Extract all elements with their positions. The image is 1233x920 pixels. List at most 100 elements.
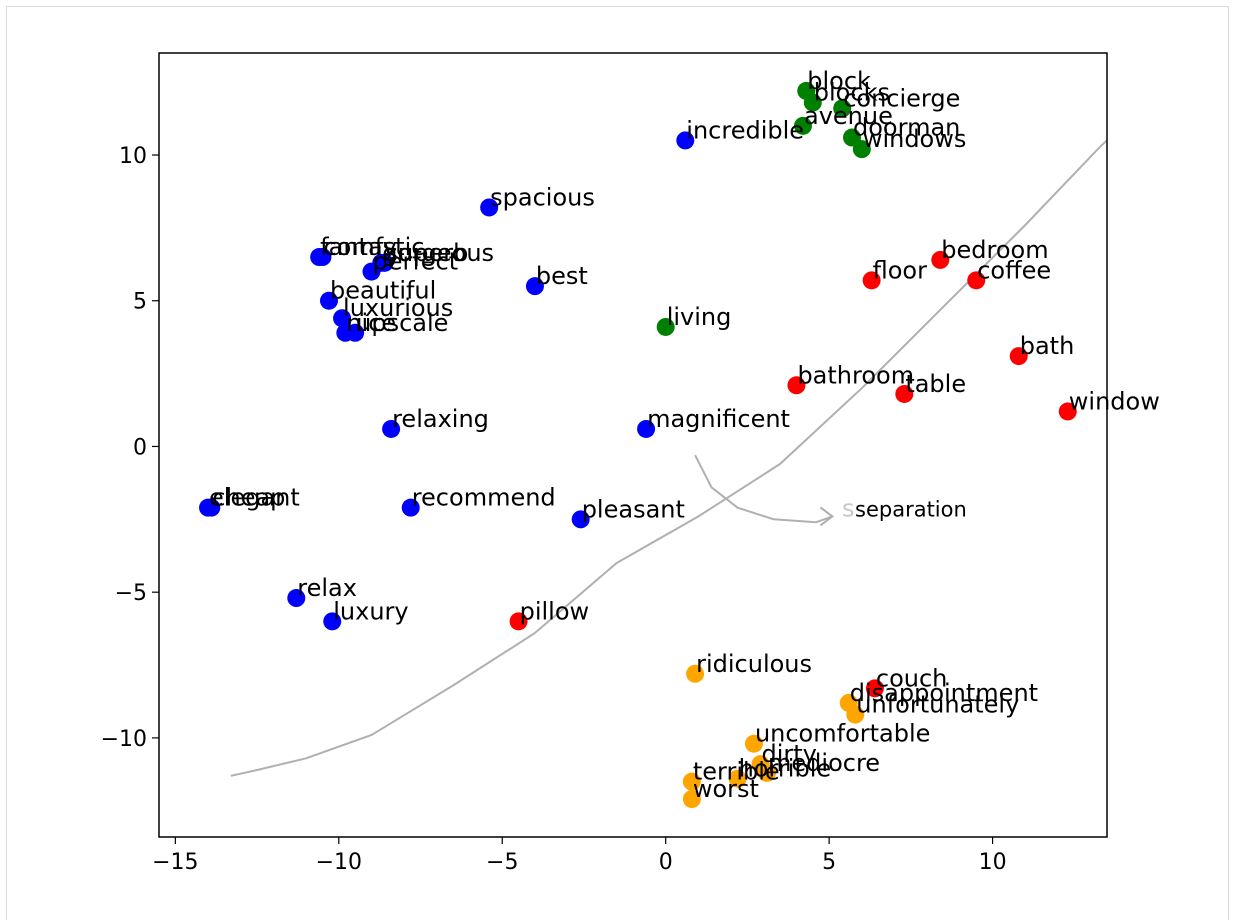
point-table bbox=[895, 384, 914, 403]
point-pillow bbox=[509, 612, 528, 631]
point-label-disappointment: disappointment bbox=[850, 679, 1038, 707]
figure-frame bbox=[6, 6, 1229, 920]
point-label-relaxing: relaxing bbox=[392, 405, 489, 433]
y-tick-label: 10 bbox=[119, 144, 147, 169]
point-pleasant bbox=[571, 510, 590, 529]
point-label-best: best bbox=[536, 262, 588, 290]
point-label-doorman: doorman bbox=[853, 114, 960, 142]
point-luxurious bbox=[333, 309, 352, 328]
points-layer bbox=[199, 81, 1077, 809]
point-bathroom bbox=[787, 376, 806, 395]
labels-layer: incredible spacious fantasticcomfygorgeous… bbox=[209, 67, 1160, 803]
point-mediocre bbox=[758, 763, 777, 782]
point-label-window: window bbox=[1069, 387, 1160, 415]
point-label-bath: bath bbox=[1020, 332, 1075, 360]
point-label-recommend: recommend bbox=[412, 484, 556, 512]
point-label-fantastic: fantastic bbox=[320, 233, 424, 261]
point-comfy bbox=[313, 248, 332, 267]
point-label-horrible: horrible bbox=[739, 755, 832, 783]
x-tick-label: −15 bbox=[152, 850, 198, 875]
point-window bbox=[1058, 402, 1077, 421]
point-uncomfortable bbox=[744, 734, 763, 753]
x-tick-label: 10 bbox=[979, 850, 1007, 875]
point-relaxing bbox=[382, 419, 401, 438]
separation-arrowhead bbox=[819, 506, 835, 527]
point-label-magnificent: magnificent bbox=[647, 405, 790, 433]
point-label-avenue: avenue bbox=[804, 102, 893, 130]
point-label-concierge: concierge bbox=[843, 84, 960, 112]
point-beautiful bbox=[319, 291, 338, 310]
point-best bbox=[525, 277, 544, 296]
point-avenue bbox=[793, 116, 812, 135]
point-label-bathroom: bathroom bbox=[797, 361, 914, 389]
annotation-layer: s separation bbox=[230, 139, 1108, 777]
point-label-superb: superb bbox=[386, 239, 469, 267]
point-recommend bbox=[401, 498, 420, 517]
point-magnificent bbox=[637, 419, 656, 438]
axes-frame bbox=[158, 52, 1108, 838]
point-label-mediocre: mediocre bbox=[768, 749, 880, 777]
x-tick-label: −10 bbox=[316, 850, 362, 875]
point-cheap bbox=[202, 498, 221, 517]
point-label-floor: floor bbox=[873, 256, 927, 284]
point-label-cheap: cheap bbox=[212, 484, 285, 512]
point-label-unfortunately: unfortunately bbox=[856, 691, 1019, 719]
y-tick-label: −5 bbox=[115, 581, 147, 606]
y-tick-label: 0 bbox=[133, 435, 147, 460]
point-label-block: block bbox=[807, 67, 871, 95]
point-label-uncomfortable: uncomfortable bbox=[755, 720, 930, 748]
point-label-ridiculous: ridiculous bbox=[696, 650, 812, 678]
ticks-layer: −15 −10 −5 0 5 10 −10 −5 0 5 10 bbox=[101, 144, 1007, 875]
point-label-terrible: terrible bbox=[693, 758, 780, 786]
point-floor bbox=[862, 271, 881, 290]
point-label-elegant: elegant bbox=[209, 484, 300, 512]
point-label-luxurious: luxurious bbox=[343, 294, 453, 322]
point-horrible bbox=[728, 769, 747, 788]
x-tick-label: 0 bbox=[659, 850, 673, 875]
point-windows bbox=[852, 140, 871, 159]
point-label-perfect: perfect bbox=[372, 248, 458, 276]
point-upscale bbox=[346, 323, 365, 342]
point-label-worst: worst bbox=[693, 775, 759, 803]
y-tick-label: −10 bbox=[101, 727, 147, 752]
point-label-spacious: spacious bbox=[490, 183, 595, 211]
point-label-gorgeous: gorgeous bbox=[382, 239, 494, 267]
point-concierge bbox=[833, 99, 852, 118]
point-incredible bbox=[676, 131, 695, 150]
point-label-comfy: comfy bbox=[323, 233, 397, 261]
point-label-pleasant: pleasant bbox=[582, 495, 685, 523]
point-label-bedroom: bedroom bbox=[941, 236, 1048, 264]
point-label-incredible: incredible bbox=[686, 116, 804, 144]
point-label-pillow: pillow bbox=[520, 597, 590, 625]
point-label-windows: windows bbox=[863, 125, 967, 153]
point-worst bbox=[682, 790, 701, 809]
point-bedroom bbox=[931, 250, 950, 269]
separation-boundary-line bbox=[230, 139, 1108, 777]
separation-annotation-label: separation bbox=[855, 497, 967, 521]
point-label-dirty: dirty bbox=[761, 740, 816, 768]
point-label-upscale: upscale bbox=[356, 309, 448, 337]
point-bath bbox=[1009, 347, 1028, 366]
point-label-living: living bbox=[667, 303, 732, 331]
point-living bbox=[656, 317, 675, 336]
point-perfect bbox=[362, 262, 381, 281]
point-spacious bbox=[480, 198, 499, 217]
x-tick-label: 5 bbox=[822, 850, 836, 875]
point-label-blocks: blocks bbox=[814, 79, 890, 107]
point-label-beautiful: beautiful bbox=[330, 277, 436, 305]
point-relax bbox=[287, 589, 306, 608]
point-coffee bbox=[967, 271, 986, 290]
point-label-luxury: luxury bbox=[333, 597, 408, 625]
point-ridiculous bbox=[686, 664, 705, 683]
x-tick-label: −5 bbox=[486, 850, 518, 875]
point-terrible bbox=[682, 772, 701, 791]
point-unfortunately bbox=[846, 705, 865, 724]
point-label-relax: relax bbox=[297, 574, 357, 602]
point-couch bbox=[865, 679, 884, 698]
y-tick-label: 5 bbox=[133, 290, 147, 315]
point-superb bbox=[375, 253, 394, 272]
point-label-coffee: coffee bbox=[977, 256, 1051, 284]
point-luxury bbox=[323, 612, 342, 631]
separation-ghost-letter: s bbox=[842, 494, 855, 522]
